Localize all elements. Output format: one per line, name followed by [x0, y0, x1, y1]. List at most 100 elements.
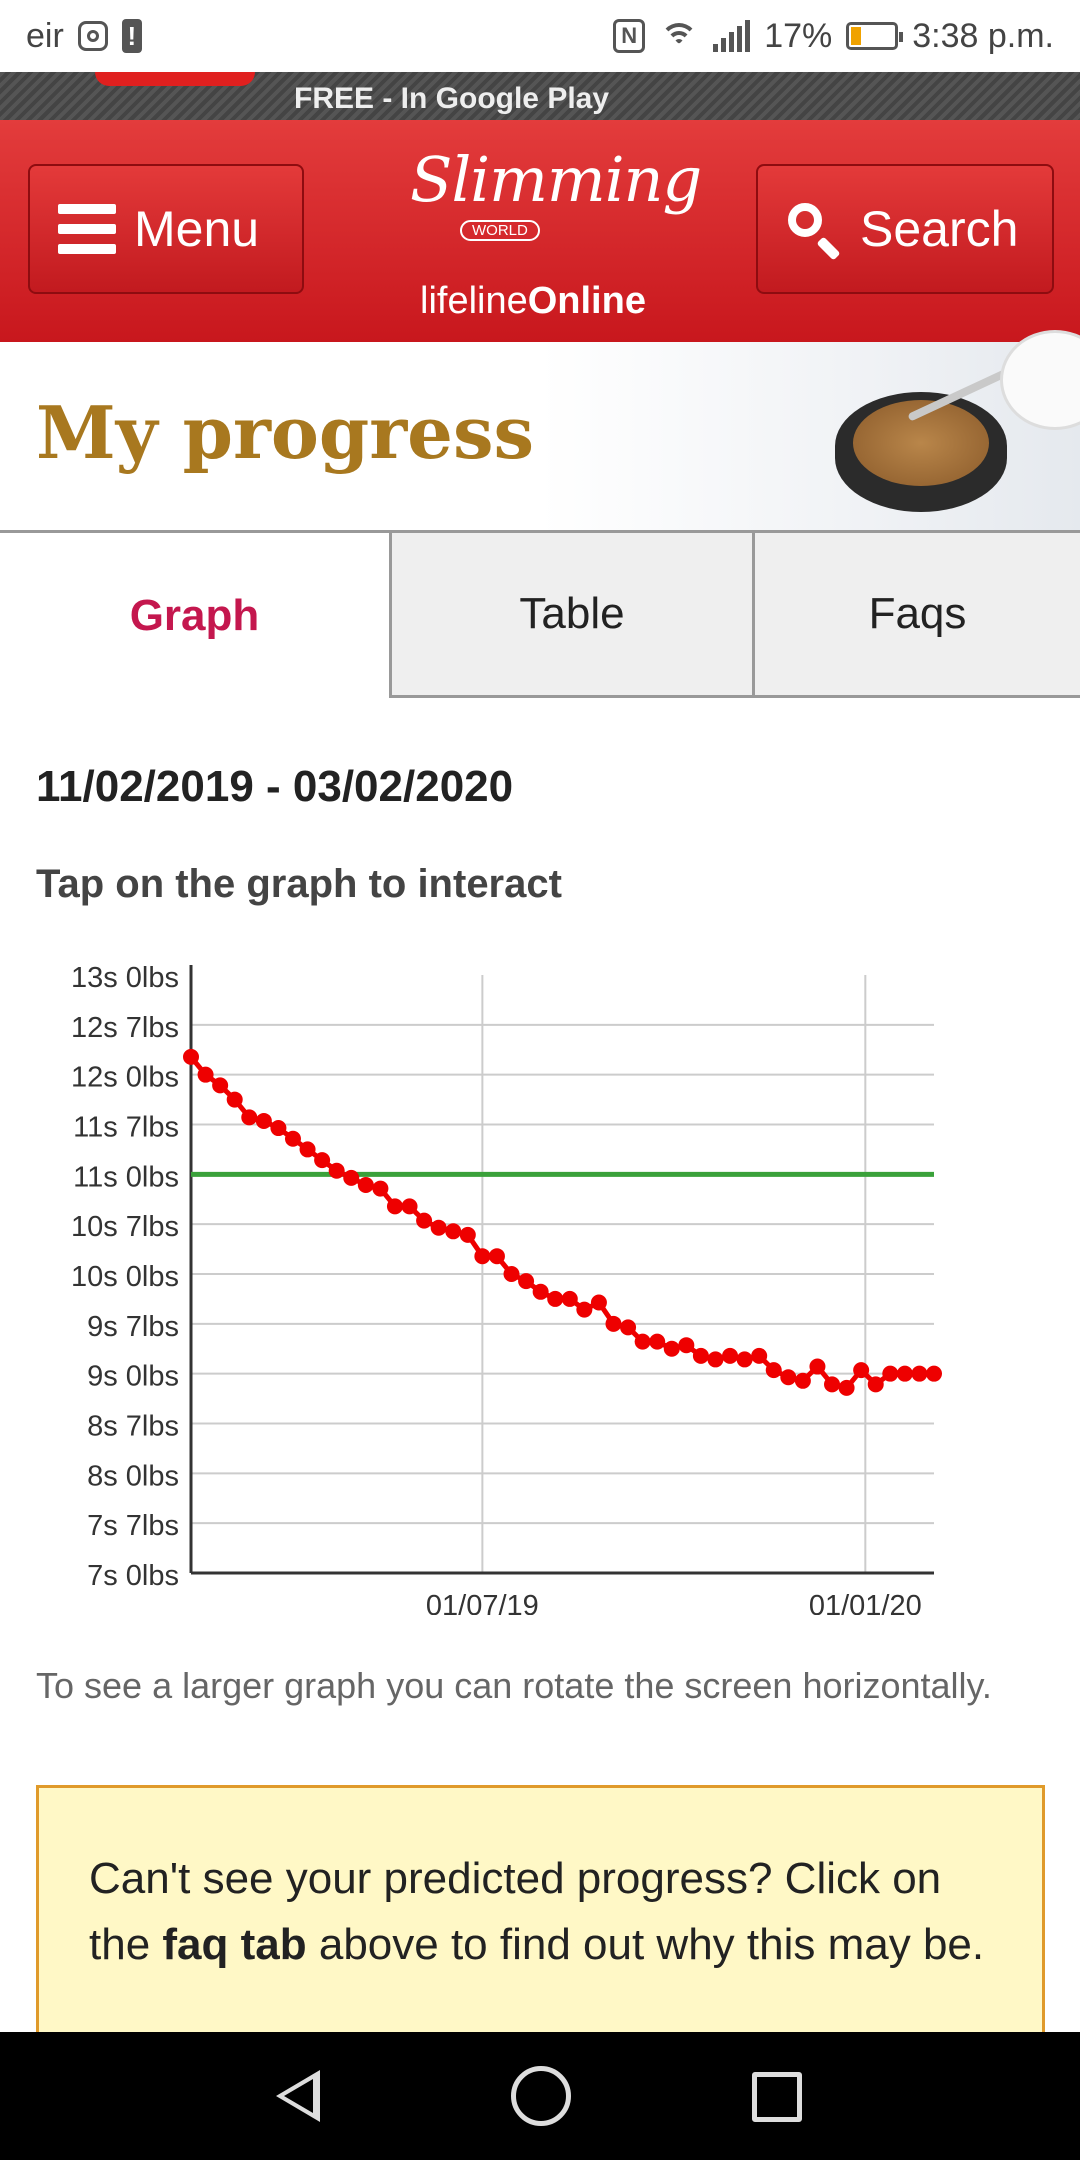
weight-data-point — [255, 1112, 272, 1129]
y-tick-label: 11s 0lbs — [73, 1161, 179, 1193]
weight-data-point — [430, 1219, 447, 1236]
tab-table[interactable]: Table — [392, 533, 755, 698]
notice-text-start: Can't see your predicted progress? Click… — [89, 1854, 942, 1969]
menu-button[interactable]: Menu — [28, 164, 304, 294]
weight-data-point — [226, 1091, 243, 1108]
battery-icon — [846, 22, 904, 50]
weight-data-point — [328, 1162, 345, 1179]
y-tick-label: 8s 0lbs — [87, 1460, 179, 1492]
search-icon — [786, 201, 842, 257]
menu-label: Menu — [134, 201, 260, 257]
weight-data-point — [197, 1066, 214, 1083]
weight-data-point — [474, 1248, 491, 1265]
hamburger-icon — [58, 204, 116, 254]
weight-data-point — [736, 1351, 753, 1368]
weight-data-point — [372, 1180, 389, 1197]
promo-text: FREE - In Google Play — [294, 82, 610, 115]
nfc-icon: N — [613, 19, 646, 53]
logo-sub-bold: Online — [527, 280, 646, 322]
weight-data-point — [896, 1365, 913, 1382]
signal-icon — [713, 20, 751, 52]
instagram-icon — [77, 21, 108, 51]
page-banner: My progress — [0, 330, 1080, 532]
weight-data-point — [707, 1351, 724, 1368]
faq-tab-link[interactable]: faq tab — [162, 1920, 307, 1969]
weight-data-point — [503, 1266, 520, 1282]
divider — [0, 530, 1080, 533]
search-button[interactable]: Search — [756, 164, 1054, 294]
page-title: My progress — [36, 390, 535, 475]
weight-data-point — [692, 1347, 709, 1364]
weight-data-point — [620, 1319, 637, 1336]
weight-data-point — [824, 1376, 841, 1393]
carrier-label: eir — [26, 16, 64, 55]
notice-text-end: above to find out why this may be. — [306, 1920, 985, 1969]
weight-data-point — [416, 1212, 433, 1229]
weight-data-point — [241, 1109, 258, 1126]
weight-data-point — [518, 1273, 535, 1290]
weight-data-point — [488, 1248, 505, 1265]
logo-script: Slimming — [410, 143, 702, 216]
date-range: 11/02/2019 - 03/02/2020 — [36, 762, 514, 811]
weight-data-point — [722, 1347, 739, 1364]
weight-data-point — [270, 1120, 287, 1137]
weight-data-point — [765, 1362, 782, 1379]
weight-data-point — [343, 1169, 360, 1186]
sugar-bowl-image — [835, 350, 1047, 512]
rotate-hint: To see a larger graph you can rotate the… — [36, 1665, 992, 1706]
y-tick-label: 13s 0lbs — [71, 965, 179, 994]
weight-data-point — [299, 1141, 316, 1158]
y-tick-label: 7s 0lbs — [87, 1560, 179, 1592]
promo-tab — [95, 72, 255, 86]
weight-data-point — [532, 1283, 549, 1300]
clock: 3:38 p.m. — [912, 16, 1054, 55]
x-tick-label: 01/01/20 — [809, 1590, 922, 1615]
tab-graph[interactable]: Graph — [0, 533, 392, 698]
graph-instruction: Tap on the graph to interact — [36, 862, 562, 906]
alert-icon — [121, 19, 142, 53]
weight-data-point — [605, 1315, 622, 1332]
weight-data-point — [751, 1347, 768, 1364]
app-promo-banner[interactable]: FREE - In Google Play — [0, 72, 1080, 120]
x-tick-label: 01/07/19 — [426, 1590, 539, 1615]
weight-data-point — [882, 1365, 899, 1382]
logo-subtitle: lifelineOnline — [420, 280, 646, 323]
search-label: Search — [860, 201, 1019, 257]
weight-data-point — [459, 1226, 476, 1243]
recent-apps-icon[interactable] — [752, 2072, 802, 2122]
weight-data-point — [401, 1198, 418, 1215]
y-tick-label: 7s 7lbs — [87, 1510, 179, 1542]
weight-data-point — [634, 1333, 651, 1350]
weight-data-point — [809, 1358, 826, 1375]
weight-data-point — [590, 1294, 607, 1311]
site-header: Menu Slimming WORLD lifelineOnline Searc… — [0, 120, 1080, 342]
navigation-bar — [0, 2032, 1080, 2160]
back-icon[interactable] — [268, 2066, 328, 2126]
logo-sub-light: lifeline — [420, 280, 528, 322]
weight-data-point — [314, 1152, 331, 1169]
y-tick-label: 8s 7lbs — [87, 1411, 179, 1443]
weight-data-point — [357, 1177, 374, 1194]
weight-data-point — [794, 1372, 811, 1389]
wifi-icon — [659, 19, 699, 53]
weight-data-point — [663, 1340, 680, 1357]
logo-world: WORLD — [460, 220, 540, 241]
home-icon[interactable] — [511, 2066, 571, 2126]
weight-data-point — [445, 1223, 462, 1240]
progress-tabs: Graph Table Faqs — [0, 533, 1080, 698]
weight-data-point — [853, 1362, 870, 1379]
weight-progress-chart[interactable]: 13s 0lbs 12s 7lbs 12s 0lbs 11s 7lbs 11s 0lbs… — [0, 965, 1080, 1615]
tab-faqs[interactable]: Faqs — [755, 533, 1080, 698]
weight-data-point — [183, 1048, 199, 1065]
y-tick-label: 9s 7lbs — [87, 1311, 179, 1343]
y-tick-label: 10s 0lbs — [71, 1261, 179, 1293]
battery-percent: 17% — [764, 16, 833, 55]
slimming-world-logo[interactable]: Slimming WORLD lifelineOnline — [410, 140, 702, 330]
weight-data-point — [926, 1365, 942, 1382]
weight-data-point — [649, 1333, 666, 1350]
y-tick-label: 9s 0lbs — [87, 1361, 179, 1393]
notice-text: Can't see your predicted progress? Click… — [89, 1846, 989, 1978]
y-tick-label: 12s 0lbs — [71, 1062, 179, 1094]
weight-data-point — [678, 1337, 695, 1354]
weight-data-point — [780, 1369, 797, 1386]
